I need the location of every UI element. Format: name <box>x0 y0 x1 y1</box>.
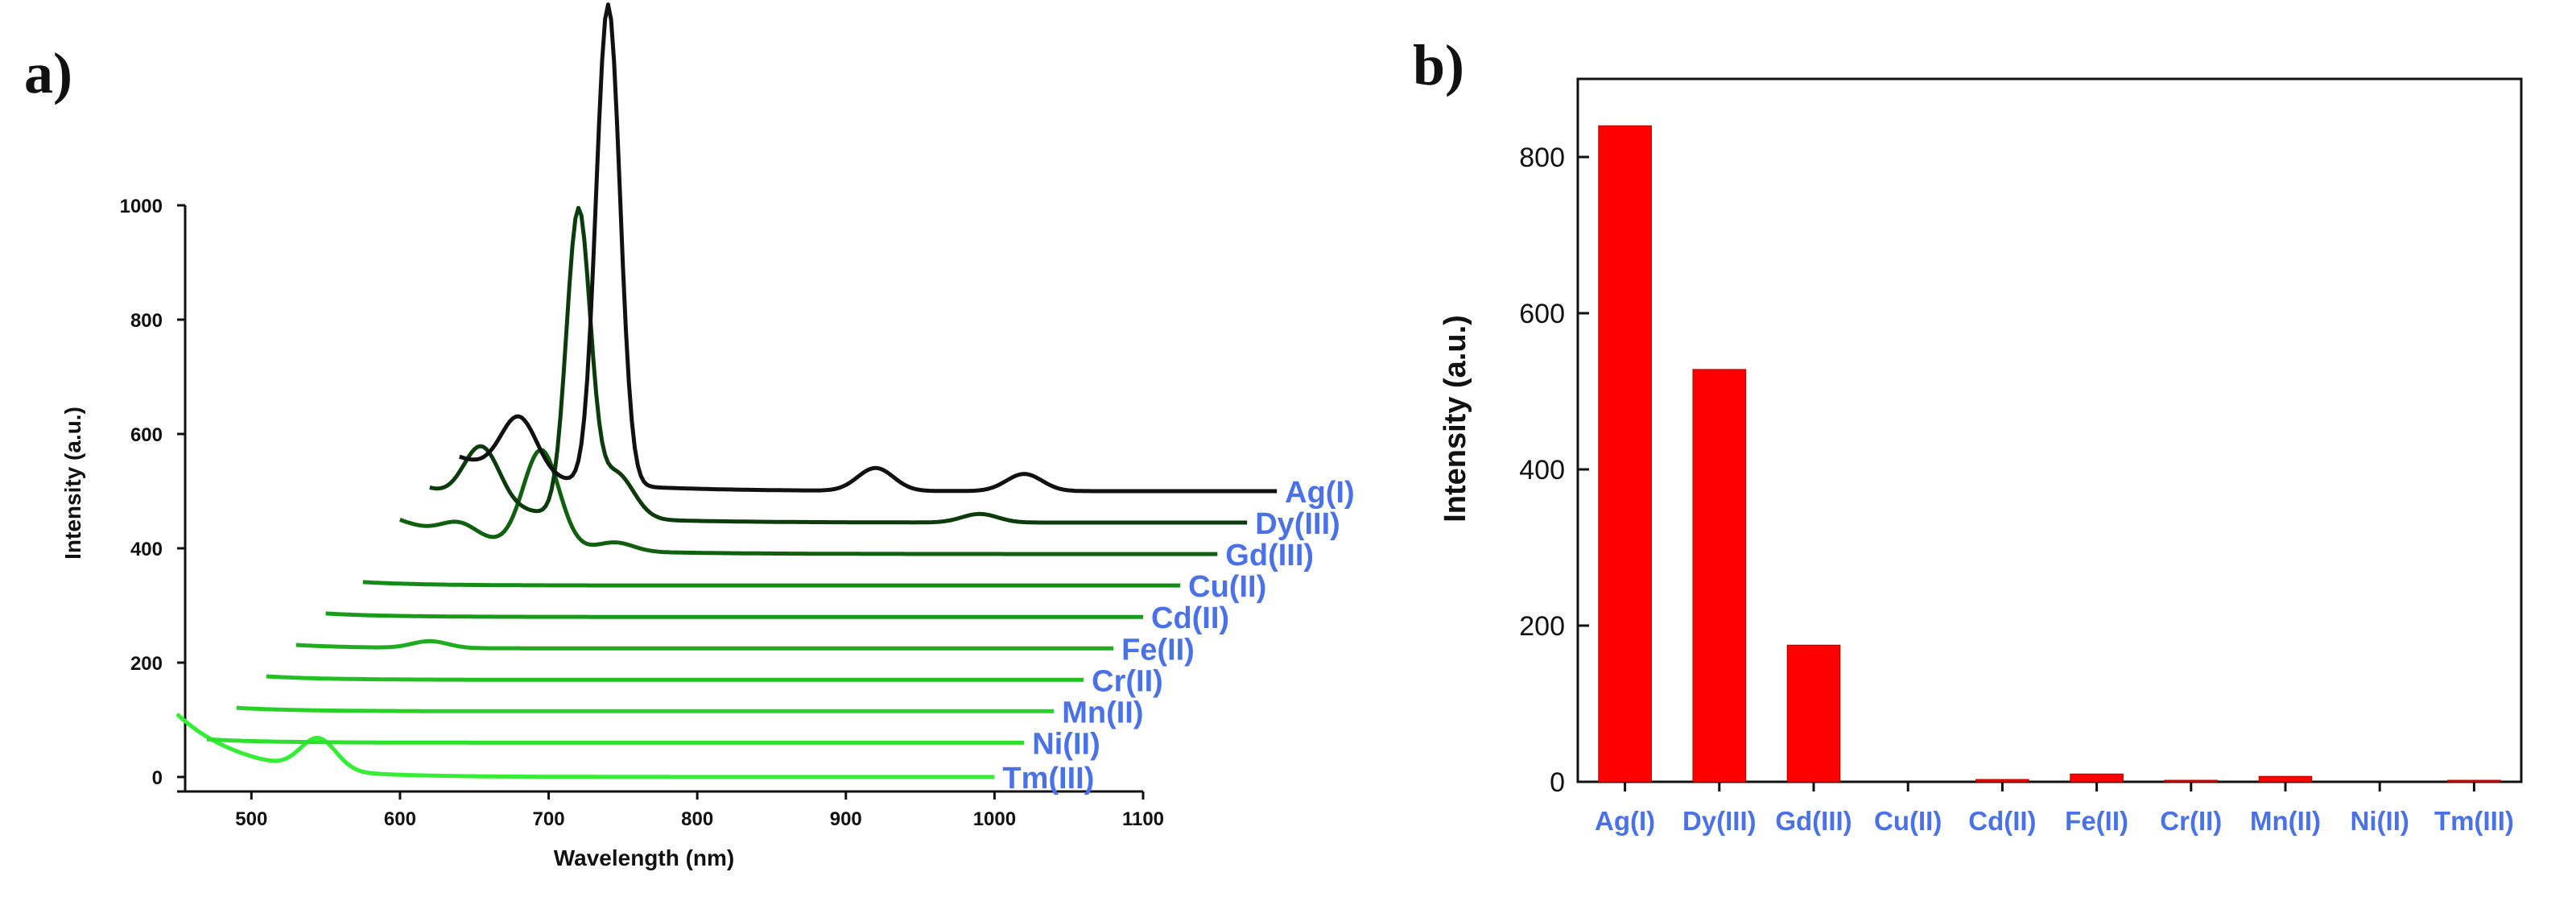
panel-a-series-labels: Tm(III)Ni(II)Mn(II)Cr(II)Fe(II)Cd(II)Cu(… <box>1002 476 1354 795</box>
panel-a-y-tick-label: 200 <box>130 653 163 675</box>
panel-b-y-tick-label: 800 <box>1519 143 1565 173</box>
bar-gdiii <box>1786 644 1841 783</box>
series-line-tmiii <box>175 713 995 779</box>
panel-b-label: b) <box>1413 33 1464 97</box>
bar-tmiii <box>2447 779 2501 783</box>
series-label: Cr(II) <box>1092 664 1163 698</box>
panel-a: a) Intensity (a.u.) Wavelength (nm) 500 6… <box>24 2 1355 870</box>
series-label: Mn(II) <box>1062 696 1143 729</box>
series-label: Cd(II) <box>1151 601 1229 635</box>
panel-a-y-tick-label: 0 <box>152 767 163 789</box>
panel-a-series <box>175 2 1278 779</box>
series-line-cdii <box>325 611 1143 619</box>
bar-feii <box>2070 773 2124 783</box>
category-label: Cu(II) <box>1874 806 1942 836</box>
panel-b-plot-frame <box>1576 77 2523 783</box>
panel-b-y-tick-label: 0 <box>1550 767 1565 798</box>
panel-b-category-labels: Ag(I) Dy(III) Gd(III) Cu(II) Cd(II) Fe(II) Cr(… <box>1595 806 2514 836</box>
series-label: Fe(II) <box>1121 633 1195 667</box>
panel-b-y-tick-label: 600 <box>1519 299 1565 329</box>
panel-a-y-tick-label: 400 <box>130 539 163 560</box>
category-label: Ni(II) <box>2351 806 2409 836</box>
category-label: Ag(I) <box>1595 806 1655 836</box>
panel-a-y-tick-label: 1000 <box>120 196 163 217</box>
panel-b-y-tick-label: 200 <box>1519 611 1565 642</box>
category-label: Fe(II) <box>2065 806 2128 836</box>
panel-a-y-tick-label: 800 <box>130 310 163 332</box>
series-label: Gd(III) <box>1225 539 1314 572</box>
panel-b: b) Intensity (a.u.) 0 200 400 600 800 Ag(I) D… <box>1413 33 2523 836</box>
category-label: Cd(II) <box>1968 806 2036 836</box>
category-label: Mn(II) <box>2250 806 2321 836</box>
bar-mnii <box>2258 775 2313 783</box>
panel-a-x-tick-label: 1000 <box>973 808 1016 830</box>
series-label: Dy(III) <box>1255 507 1340 541</box>
series-line-crii <box>266 674 1084 682</box>
series-line-niii <box>206 737 1025 745</box>
panel-b-axes: 0 200 400 600 800 <box>1519 143 2475 798</box>
panel-b-y-tick-label: 400 <box>1519 455 1565 486</box>
panel-a-label: a) <box>24 41 72 105</box>
panel-b-y-axis-label: Intensity (a.u.) <box>1439 315 1472 523</box>
panel-a-x-tick-label: 1100 <box>1122 808 1164 830</box>
panel-a-x-tick-label: 800 <box>681 808 713 830</box>
bar-agi <box>1598 125 1652 783</box>
panel-a-y-tick-label: 600 <box>130 424 163 446</box>
panel-a-axes: 500 600 700 800 900 1000 1100 0 200 400 600 800 1000 <box>120 196 1164 830</box>
series-line-cuii <box>362 580 1181 588</box>
series-line-feii <box>295 638 1114 651</box>
bar-cdii <box>1975 779 2029 783</box>
panel-b-bars <box>1598 125 2501 783</box>
category-label: Gd(III) <box>1775 806 1852 836</box>
panel-a-y-axis-label: Intensity (a.u.) <box>60 407 85 560</box>
panel-a-x-tick-label: 700 <box>533 808 565 830</box>
series-line-dyiii <box>429 205 1248 525</box>
panel-a-x-tick-label: 500 <box>235 808 267 830</box>
panel-a-x-tick-label: 600 <box>384 808 416 830</box>
category-label: Tm(III) <box>2434 806 2514 836</box>
panel-a-x-axis-label: Wavelength (nm) <box>554 845 735 870</box>
series-label: Cu(II) <box>1188 570 1266 604</box>
series-line-agi <box>459 2 1278 494</box>
category-label: Dy(III) <box>1682 806 1757 836</box>
bar-crii <box>2164 779 2219 783</box>
category-label: Cr(II) <box>2160 806 2222 836</box>
series-line-mnii <box>236 705 1055 713</box>
panel-a-x-tick-label: 900 <box>830 808 862 830</box>
series-label: Ag(I) <box>1285 476 1355 510</box>
series-line-gdiii <box>399 448 1218 556</box>
series-label: Ni(II) <box>1032 727 1100 761</box>
series-label: Tm(III) <box>1002 762 1094 795</box>
bar-dyiii <box>1692 369 1747 783</box>
